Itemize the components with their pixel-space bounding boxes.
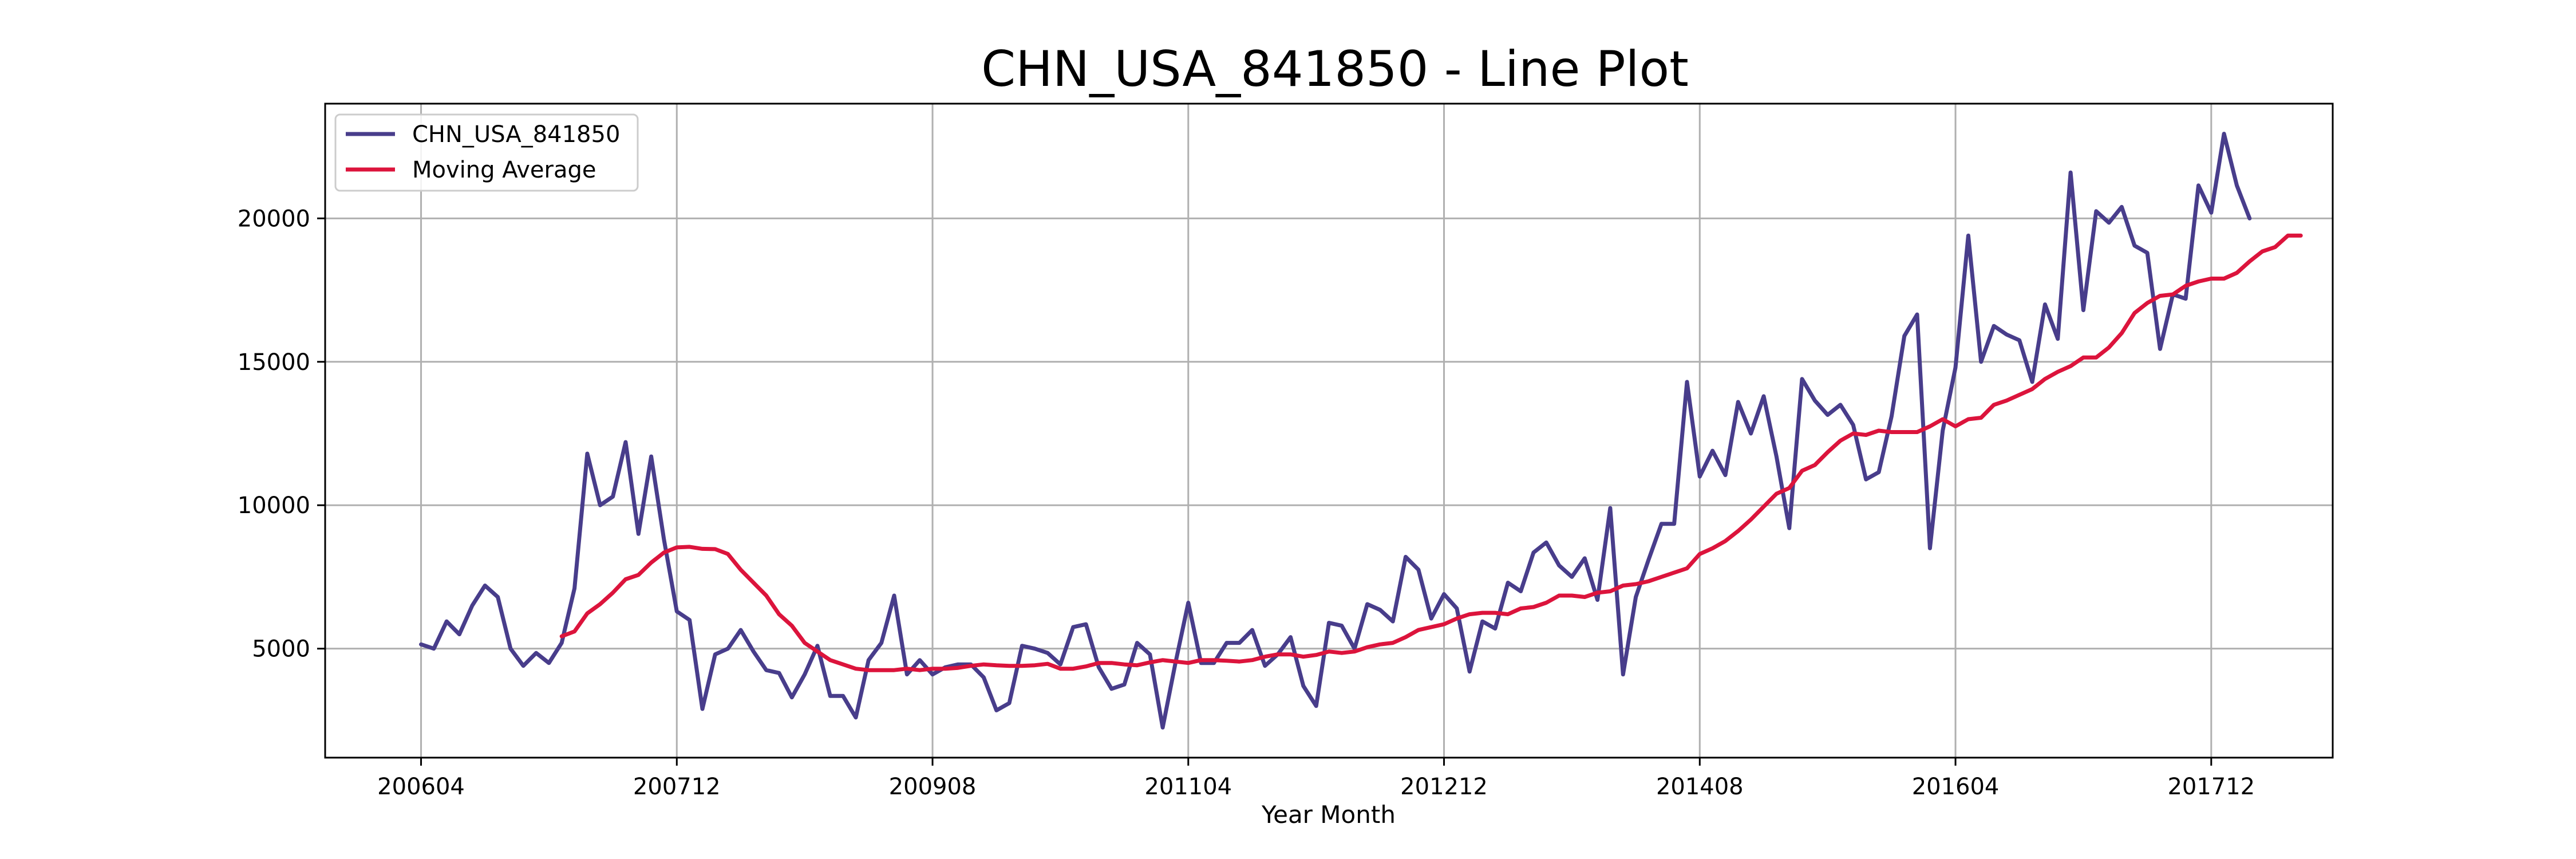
x-axis-ticks: 200604 200712 200908 201104 201212 201408 2016…: [377, 758, 2255, 800]
legend-label-moving-average: Moving Average: [412, 157, 596, 183]
x-tick-label: 200908: [889, 774, 977, 800]
series-lines: [419, 132, 2303, 730]
y-axis-ticks: 5000 10000 15000 20000: [238, 206, 325, 663]
x-tick-label: 201104: [1144, 774, 1232, 800]
y-tick-label: 5000: [252, 636, 310, 663]
plot-area-frame: [324, 103, 2334, 759]
x-tick-label: 201604: [1912, 774, 2000, 800]
chart-title: CHN_USA_841850 - Line Plot: [981, 41, 1689, 98]
y-tick-label: 20000: [238, 206, 310, 232]
x-axis-label: Year Month: [1261, 801, 1396, 829]
legend-label-series: CHN_USA_841850: [412, 121, 620, 148]
y-tick-label: 15000: [238, 349, 310, 376]
moving-average-line: [559, 233, 2303, 672]
y-tick-label: 10000: [238, 492, 310, 519]
x-tick-label: 201212: [1400, 774, 1488, 800]
legend: CHN_USA_841850 Moving Average: [334, 113, 639, 192]
x-tick-label: 200604: [377, 774, 465, 800]
x-tick-label: 201408: [1656, 774, 1744, 800]
x-tick-label: 201712: [2167, 774, 2255, 800]
x-tick-label: 200712: [633, 774, 721, 800]
legend-box: [334, 113, 639, 192]
